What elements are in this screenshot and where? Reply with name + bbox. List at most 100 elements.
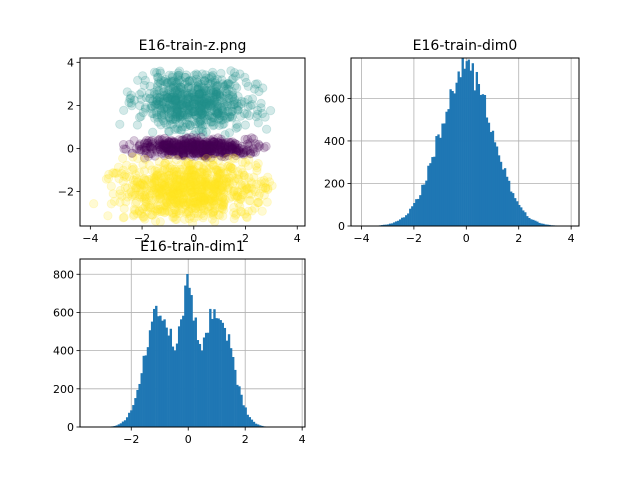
scatter-point	[203, 150, 213, 160]
y-tick-label: 400	[324, 135, 345, 148]
scatter-point	[146, 137, 156, 147]
scatter-point	[201, 99, 212, 109]
scatter-point	[197, 174, 207, 184]
scatter-point	[205, 141, 215, 151]
scatter-points	[89, 66, 277, 226]
scatter-point	[184, 98, 194, 108]
scatter-point	[178, 135, 188, 145]
histogram-bar	[396, 220, 400, 226]
scatter-point	[190, 136, 201, 146]
scatter-point	[161, 142, 171, 152]
scatter-point	[165, 94, 175, 104]
scatter-point	[137, 88, 147, 98]
scatter-point	[153, 99, 163, 109]
scatter-point	[163, 85, 173, 95]
scatter-point	[211, 86, 221, 97]
scatter-point	[167, 92, 177, 103]
scatter-point	[135, 145, 145, 155]
scatter-point	[173, 72, 183, 82]
scatter-point	[121, 144, 131, 154]
scatter-point	[198, 115, 208, 126]
scatter-point	[208, 70, 218, 81]
scatter-point	[222, 145, 232, 155]
scatter-point	[184, 108, 194, 118]
scatter-point	[165, 142, 176, 152]
scatter-point	[170, 95, 180, 105]
scatter-point	[156, 68, 166, 78]
scatter-point	[164, 142, 174, 152]
scatter-point	[209, 97, 219, 107]
scatter-point	[127, 101, 137, 111]
scatter-point	[224, 93, 234, 103]
histogram-bar	[169, 328, 173, 427]
scatter-point	[206, 86, 216, 96]
scatter-point	[153, 117, 163, 127]
scatter-point	[198, 91, 208, 101]
scatter-point	[173, 145, 183, 155]
histogram-bar	[128, 412, 131, 427]
scatter-point	[146, 149, 156, 159]
scatter-point	[155, 96, 165, 106]
scatter-point	[182, 119, 192, 129]
scatter-point	[202, 181, 212, 191]
scatter-point	[211, 139, 221, 149]
scatter-point	[151, 99, 161, 109]
scatter-point	[166, 82, 176, 92]
scatter-point	[159, 110, 169, 120]
scatter-point	[174, 119, 184, 129]
scatter-point	[233, 105, 243, 115]
scatter-point	[259, 143, 269, 153]
scatter-point	[147, 143, 157, 153]
scatter-point	[155, 66, 165, 76]
scatter-point	[145, 190, 155, 200]
histogram-bar	[161, 320, 164, 427]
scatter-point	[192, 94, 202, 104]
scatter-point	[240, 157, 250, 167]
scatter-point	[148, 96, 158, 106]
scatter-point	[126, 90, 136, 100]
scatter-point	[180, 110, 190, 120]
scatter-point	[196, 104, 206, 114]
scatter-point	[267, 181, 277, 191]
scatter-point	[140, 145, 150, 155]
scatter-point	[156, 75, 166, 85]
scatter-point	[206, 117, 216, 127]
scatter-point	[193, 148, 204, 158]
scatter-point	[157, 111, 167, 122]
scatter-point	[230, 81, 240, 91]
scatter-point	[192, 81, 202, 91]
scatter-point	[174, 93, 184, 104]
scatter-point	[156, 110, 166, 120]
scatter-point	[181, 134, 192, 144]
scatter-point	[152, 99, 162, 109]
scatter-point	[200, 76, 210, 86]
scatter-point	[152, 82, 163, 92]
scatter-point	[210, 99, 220, 109]
scatter-point	[200, 147, 210, 157]
scatter-point	[196, 107, 206, 117]
scatter-point	[199, 75, 210, 85]
scatter-point	[184, 206, 194, 216]
scatter-point	[159, 87, 169, 97]
scatter-point	[194, 117, 204, 127]
histogram-bar	[232, 357, 235, 427]
scatter-point	[223, 78, 234, 88]
scatter-point	[201, 153, 211, 163]
histogram-bar	[207, 332, 210, 427]
scatter-point	[235, 149, 245, 159]
histogram-bar	[254, 423, 258, 427]
scatter-point	[206, 92, 216, 102]
scatter-point	[194, 89, 204, 99]
scatter-point	[208, 87, 218, 97]
scatter-point	[194, 94, 204, 104]
scatter-point	[109, 168, 119, 178]
scatter-point	[208, 141, 218, 151]
scatter-point	[221, 80, 231, 91]
scatter-point	[208, 134, 218, 144]
scatter-point	[194, 96, 204, 106]
scatter-point	[167, 92, 177, 102]
scatter-point	[176, 92, 186, 102]
scatter-point	[185, 93, 195, 103]
scatter-point	[191, 69, 201, 79]
